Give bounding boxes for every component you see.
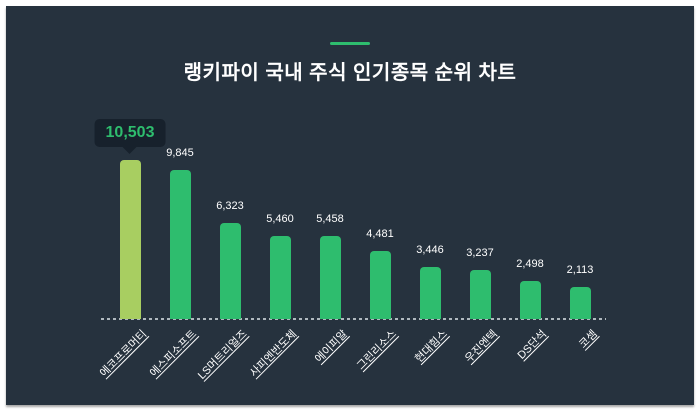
- category-label-1[interactable]: 에코프로머티: [98, 328, 150, 380]
- chart-card: 랭키파이 국내 주식 인기종목 순위 차트 10,503 에코프로머티 9,845 에…: [6, 6, 694, 405]
- bar-4: [269, 236, 291, 319]
- chart-baseline: [101, 318, 606, 320]
- bar-8: [469, 270, 491, 319]
- value-label-7: 3,446: [416, 244, 444, 256]
- value-label-4: 5,460: [266, 213, 294, 225]
- bar-group-2: 9,845 에스피소프트: [148, 6, 205, 380]
- bar-5: [319, 236, 341, 319]
- bar-group-1: 10,503 에코프로머티: [94, 6, 166, 380]
- category-label-7[interactable]: 현대힘스: [412, 328, 450, 366]
- highlight-bar-1: [119, 160, 141, 319]
- bar-group-10: 2,113 코셈: [555, 6, 605, 351]
- value-label-5: 5,458: [316, 213, 344, 225]
- bar-6: [369, 251, 391, 319]
- bar-group-4: 5,460 사피엔반도체: [248, 6, 305, 380]
- category-label-6[interactable]: 그린리소스: [355, 328, 400, 373]
- bar-group-8: 3,237 우진엔텍: [455, 6, 505, 365]
- bar-group-3: 6,323 LS머트리얼즈: [196, 6, 255, 382]
- value-label-10: 2,113: [566, 264, 594, 276]
- bar-chart: 10,503 에코프로머티 9,845 에스피소프트 6,323 LS머트리얼즈 5,460…: [6, 6, 694, 382]
- bar-9: [519, 281, 541, 319]
- value-label-8: 3,237: [466, 247, 494, 259]
- category-label-2[interactable]: 에스피소프트: [148, 328, 200, 380]
- bar-2: [169, 170, 191, 319]
- bar-group-9: 2,498 DS단석: [505, 6, 555, 362]
- category-label-3[interactable]: LS머트리얼즈: [195, 328, 250, 382]
- chart-title: 랭키파이 국내 주식 인기종목 순위 차트: [183, 62, 517, 84]
- value-label-3: 6,323: [216, 200, 244, 212]
- value-label-6: 4,481: [366, 228, 394, 240]
- category-label-5[interactable]: 에이피알: [312, 328, 350, 366]
- bar-group-6: 4,481 그린리소스: [355, 6, 405, 372]
- category-label-9[interactable]: DS단석: [515, 328, 550, 362]
- value-label-9: 2,498: [516, 258, 544, 270]
- bar-3: [219, 223, 241, 319]
- value-label-2: 9,845: [166, 147, 194, 159]
- bar-7: [419, 267, 441, 319]
- category-label-8[interactable]: 우진엔텍: [462, 328, 500, 366]
- bar-10: [569, 287, 591, 319]
- category-label-4[interactable]: 사피엔반도체: [248, 328, 300, 380]
- highlight-value-callout: 10,503: [94, 119, 166, 154]
- category-label-10[interactable]: 코셈: [576, 328, 600, 351]
- bar-group-5: 5,458 에이피알: [305, 6, 355, 365]
- bar-group-7: 3,446 현대힘스: [405, 6, 455, 365]
- title-accent-line: [330, 42, 370, 45]
